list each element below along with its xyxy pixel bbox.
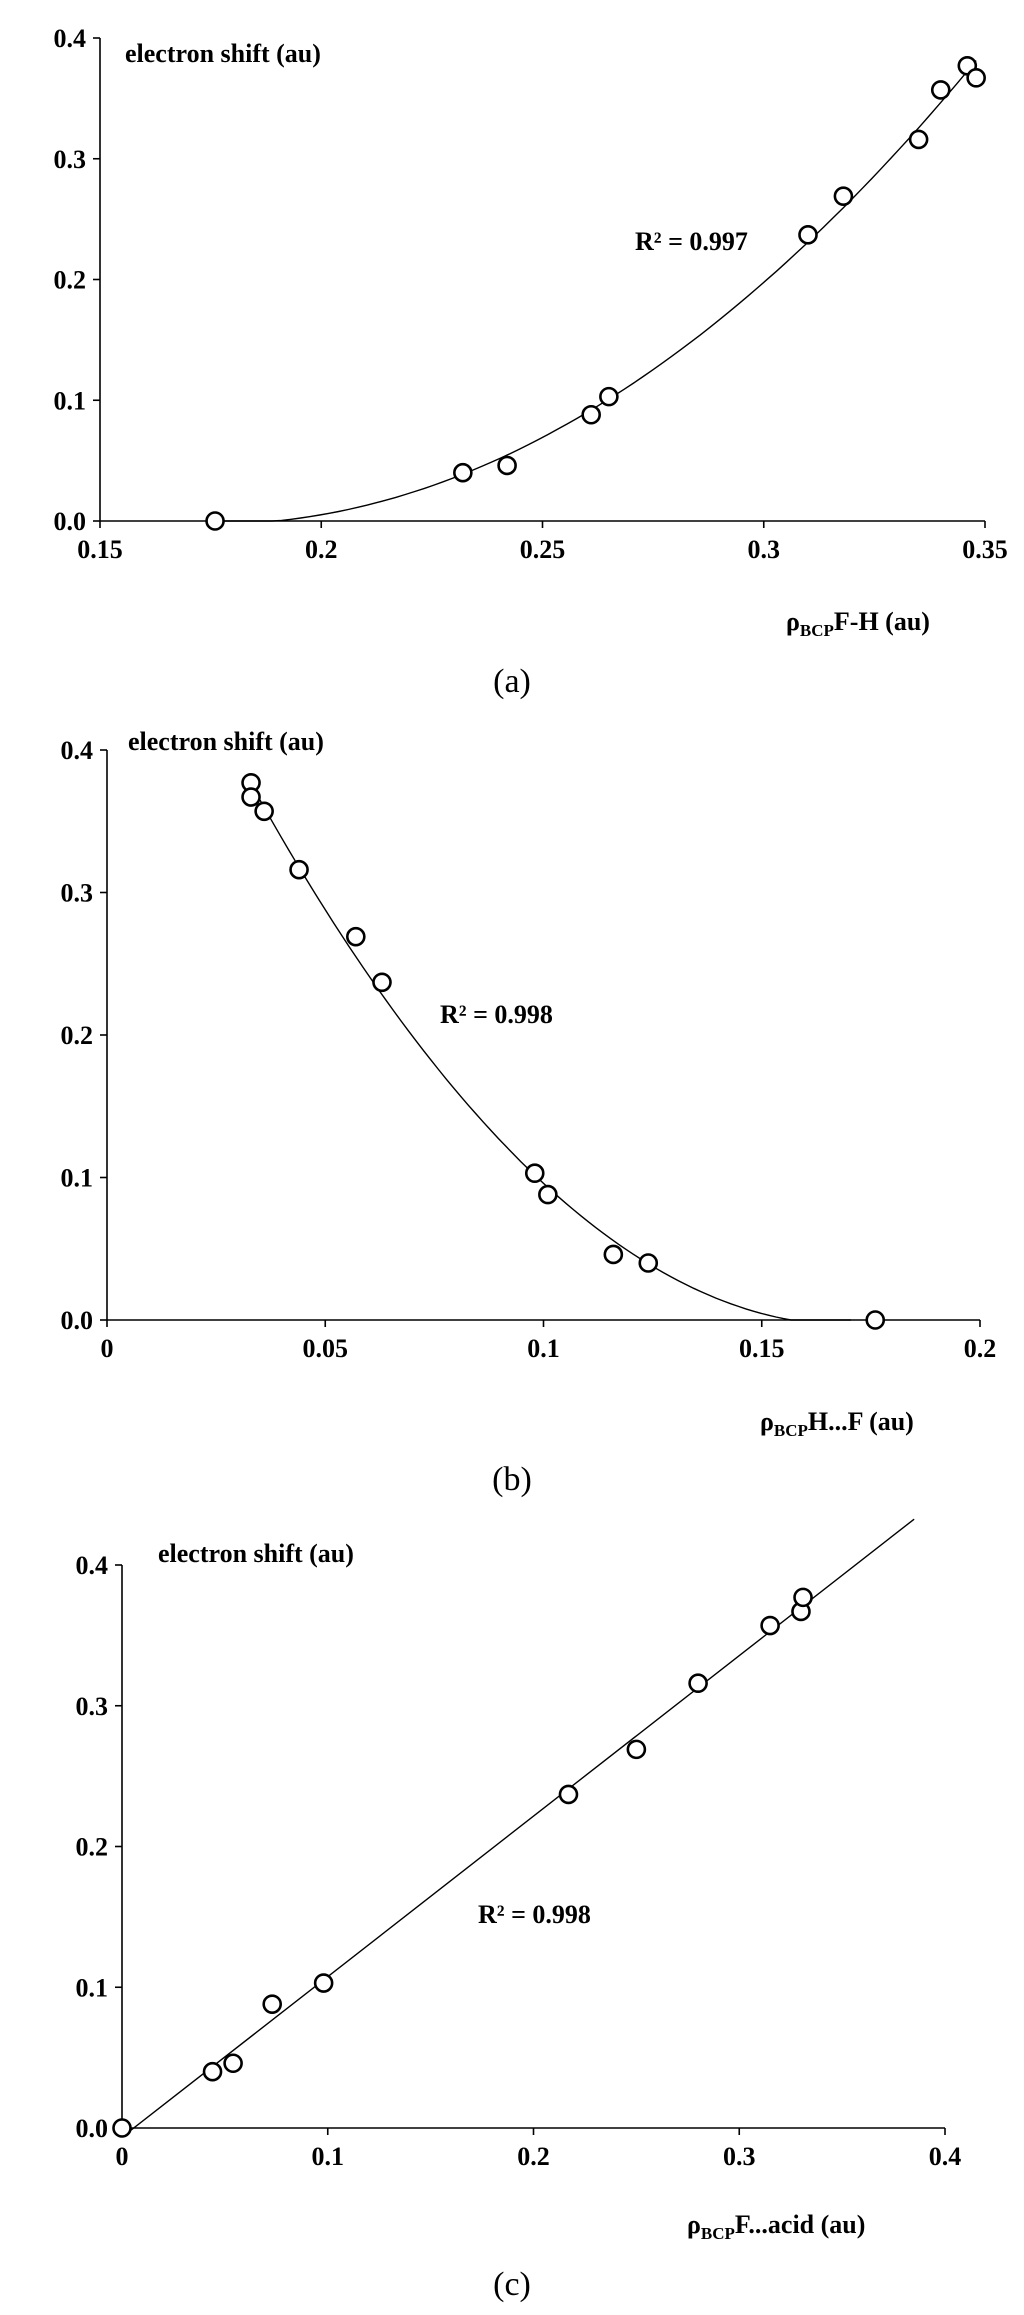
- panel-c-r2-label: R² = 0.998: [478, 1900, 591, 1929]
- panel-b-data-point: [241, 787, 261, 807]
- panel-c-caption: (c): [493, 2266, 531, 2303]
- panel-b-x-tick-label: 0.1: [527, 1334, 560, 1363]
- panel-c-data-point: [202, 2061, 223, 2082]
- panel-c-xlabel: ρBCPF...acid (au): [687, 2210, 865, 2243]
- panel-c-y-tick-label: 0.3: [76, 1692, 109, 1721]
- panel-a-x-tick-label: 0.35: [962, 535, 1008, 564]
- panel-c-plot-area: 0.0 0.1 0.2 0.3 0.4 0 0.1 0.2 0.3 0.4: [76, 1518, 962, 2171]
- panel-a-trendline: [215, 60, 977, 522]
- panel-b-y-tick-label: 0.1: [61, 1164, 94, 1193]
- panel-a-y-tick-label: 0.1: [54, 386, 87, 415]
- panel-b-data-point: [346, 926, 366, 947]
- panel-a-y-tick-label: 0.3: [54, 145, 87, 174]
- panel-c-data-point: [626, 1739, 647, 1760]
- panel-c-data-point: [112, 2118, 132, 2138]
- panel-c-x-tick-label: 0.2: [517, 2142, 550, 2171]
- panel-a-caption: (a): [493, 663, 531, 700]
- panel-b-y-tick-label: 0.0: [61, 1306, 94, 1335]
- panel-b-plot-area: 0.0 0.1 0.2 0.3 0.4 0 0.05 0.1 0.15 0.2: [61, 736, 997, 1363]
- panel-a-y-tick-label: 0.4: [54, 24, 87, 53]
- panel-b-data-point: [289, 859, 309, 880]
- panel-a-xlabel: ρBCPF-H (au): [786, 607, 930, 640]
- panel-a-y-tick-label: 0.0: [54, 507, 87, 536]
- panel-a-data-point: [453, 462, 473, 483]
- panel-a-data-point: [833, 186, 854, 206]
- panel-b-trendline: [250, 783, 851, 1321]
- panel-b-data-point: [524, 1163, 545, 1184]
- panel-c-x-tick-label: 0: [116, 2142, 129, 2171]
- panel-c-y-tick-label: 0.1: [76, 1973, 109, 2002]
- panel-a-data-point: [966, 68, 986, 88]
- panel-b-data-point: [865, 1310, 886, 1330]
- panel-a-y-tick-label: 0.2: [54, 266, 87, 295]
- panel-c-data-point: [760, 1615, 780, 1636]
- panel-c-x-tick-label: 0.1: [312, 2142, 345, 2171]
- panel-a-data-point: [930, 80, 951, 100]
- panel-a-data-point: [205, 511, 225, 531]
- panel-b-data-point: [603, 1244, 624, 1265]
- panel-a-r2-label: R² = 0.997: [635, 227, 748, 256]
- panel-c-data-point: [793, 1587, 813, 1608]
- panel-a-data-point: [798, 225, 818, 245]
- panel-a: 0.0 0.1 0.2 0.3 0.4 0.15 0.2 0.25 0.3 0.35 electr…: [54, 24, 1008, 700]
- panel-a-plot-area: 0.0 0.1 0.2 0.3 0.4 0.15 0.2 0.25 0.3 0.35: [54, 24, 1008, 564]
- panel-b-r2-label: R² = 0.998: [440, 1000, 553, 1029]
- panel-c-y-tick-label: 0.4: [76, 1551, 109, 1580]
- panel-a-data-point: [908, 129, 929, 150]
- panel-b-y-tick-label: 0.4: [61, 736, 94, 765]
- panel-a-x-tick-label: 0.3: [748, 535, 781, 564]
- panel-c-data-point: [223, 2053, 243, 2074]
- panel-c-data-point: [313, 1973, 334, 1993]
- panel-a-x-tick-label: 0.2: [305, 535, 338, 564]
- panel-c-data-point: [262, 1994, 282, 2014]
- panel-a-data-point: [599, 386, 619, 407]
- panel-b-data-point: [372, 972, 392, 993]
- panel-a-data-point: [497, 455, 517, 476]
- panel-a-x-tick-label: 0.15: [77, 535, 123, 564]
- panel-b-y-tick-label: 0.3: [61, 879, 94, 908]
- panel-b-x-tick-label: 0.15: [739, 1334, 785, 1363]
- panel-c-ylabel: electron shift (au): [158, 1539, 354, 1568]
- panel-c-data-point: [558, 1784, 579, 1805]
- panel-a-data-point: [581, 404, 601, 425]
- panel-b: 0.0 0.1 0.2 0.3 0.4 0 0.05 0.1 0.15 0.2 electron …: [61, 727, 997, 1498]
- panel-c-y-tick-label: 0.2: [76, 1833, 109, 1862]
- panel-b-data-point: [538, 1184, 558, 1205]
- panel-b-y-tick-label: 0.2: [61, 1021, 94, 1050]
- panel-b-x-tick-label: 0.05: [303, 1334, 349, 1363]
- panel-b-data-point: [638, 1253, 659, 1273]
- panel-c-x-tick-label: 0.4: [929, 2142, 962, 2171]
- panel-c-y-tick-label: 0.0: [76, 2114, 109, 2143]
- panel-b-x-tick-label: 0: [101, 1334, 114, 1363]
- panel-a-x-tick-label: 0.25: [520, 535, 566, 564]
- panel-b-x-tick-label: 0.2: [964, 1334, 997, 1363]
- panel-b-xlabel: ρBCPH...F (au): [760, 1407, 914, 1440]
- panel-c-x-tick-label: 0.3: [723, 2142, 756, 2171]
- panel-b-data-point: [254, 801, 274, 822]
- panel-b-ylabel: electron shift (au): [128, 727, 324, 756]
- panel-c-data-point: [688, 1673, 708, 1694]
- panel-a-ylabel: electron shift (au): [125, 39, 321, 68]
- panel-c: 0.0 0.1 0.2 0.3 0.4 0 0.1 0.2 0.3 0.4 electron sh…: [76, 1518, 962, 2303]
- panel-b-caption: (b): [492, 1461, 532, 1498]
- panel-c-trendline: [121, 1518, 915, 2138]
